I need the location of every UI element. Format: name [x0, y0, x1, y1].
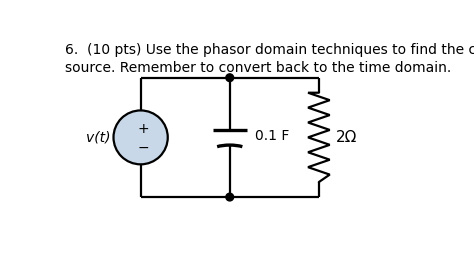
Circle shape — [113, 111, 168, 164]
Text: 2Ω: 2Ω — [336, 130, 357, 145]
Text: 6.  (10 pts) Use the phasor domain techniques to find the current through the vo: 6. (10 pts) Use the phasor domain techni… — [65, 43, 474, 76]
Text: −: − — [138, 140, 149, 154]
Circle shape — [226, 74, 234, 82]
Circle shape — [226, 193, 234, 201]
Text: v(t): v(t) — [86, 130, 110, 144]
Text: 0.1 F: 0.1 F — [255, 129, 289, 143]
Text: +: + — [138, 122, 149, 136]
